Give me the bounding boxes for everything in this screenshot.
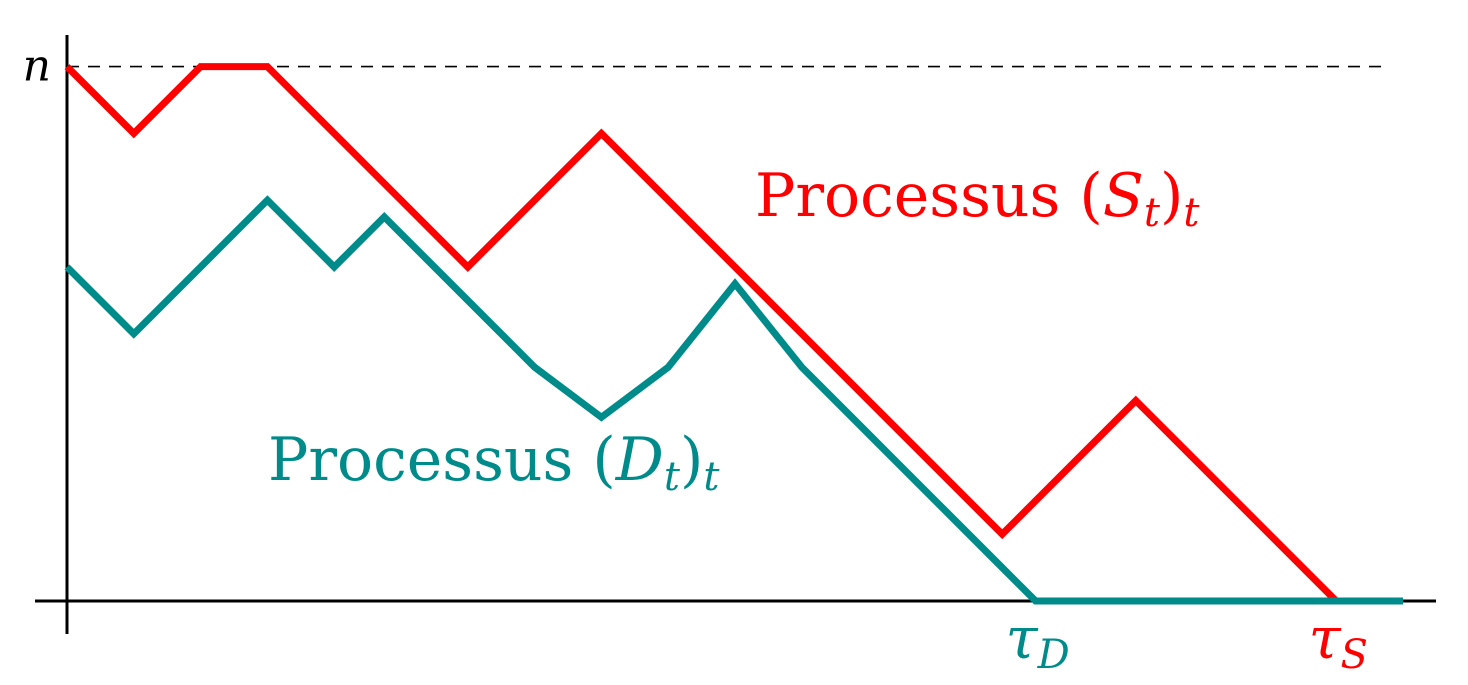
series-d-legend: Processus (Dt)t: [268, 425, 720, 500]
tau-d-var: τ: [1006, 604, 1039, 672]
series-s-paren-close: ): [1160, 161, 1183, 231]
series-d-line: [64, 195, 1403, 605]
series-s-label-var: S: [1103, 161, 1144, 231]
series-s-paren-open: (: [1079, 161, 1102, 231]
series-s-label-outer-sub: t: [1183, 190, 1200, 236]
tau-s-sub: S: [1341, 632, 1368, 678]
series-s-label-text: Processus: [755, 161, 1079, 231]
series-s-line: [64, 63, 1339, 604]
tau-s-var: τ: [1308, 604, 1341, 672]
series-d-label-var: D: [615, 425, 664, 495]
tau-d-label: τD: [1006, 604, 1070, 678]
series-s-label-sub: t: [1144, 190, 1161, 236]
series-d-label-text: Processus: [268, 425, 592, 495]
series-s-legend: Processus (St)t: [755, 161, 1200, 236]
series-d-label-outer-sub: t: [703, 454, 720, 500]
series-d-label-sub: t: [664, 454, 681, 500]
reference-label-n: n: [23, 41, 51, 92]
tau-d-sub: D: [1037, 632, 1070, 678]
tau-s-label: τS: [1308, 604, 1368, 678]
series-d-paren-close: ): [680, 425, 703, 495]
series-d-paren-open: (: [592, 425, 615, 495]
